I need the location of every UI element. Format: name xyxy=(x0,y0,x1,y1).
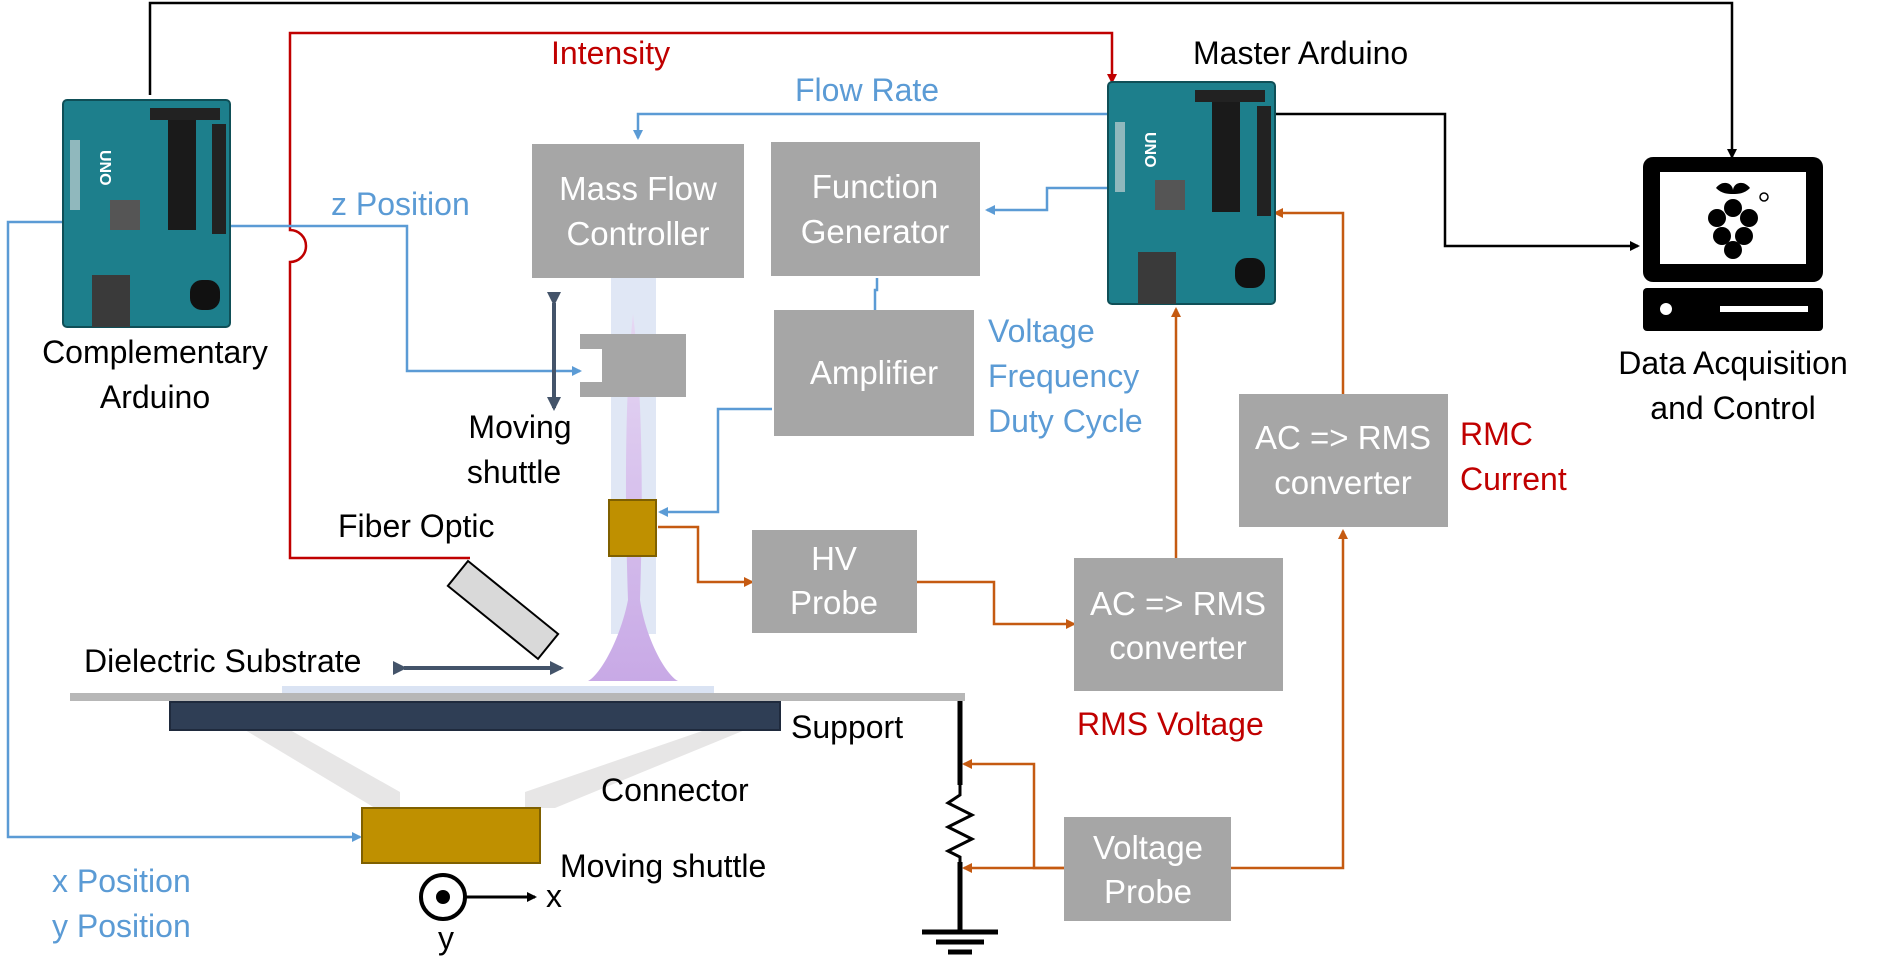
ac-rms-v-line1: AC => RMS xyxy=(1090,585,1266,622)
function-gen-line2: Generator xyxy=(801,213,950,250)
master-arduino-label: Master Arduino xyxy=(1193,35,1408,71)
uno-logo-text-master: UNO xyxy=(1141,132,1158,168)
moving-shuttle-top-label-1: Moving xyxy=(468,409,571,445)
wire-flow-rate xyxy=(633,112,1108,140)
support-bar xyxy=(169,701,781,731)
wire-xy-position xyxy=(6,220,362,842)
mass-flow-controller-box xyxy=(532,144,744,278)
voltage-probe-line1: Voltage xyxy=(1093,829,1203,866)
intensity-label: Intensity xyxy=(551,35,670,71)
raspberry-pi-logo-icon xyxy=(1708,182,1769,259)
function-generator-box xyxy=(771,142,980,276)
amplifier-box xyxy=(774,310,974,436)
mass-flow-line2: Controller xyxy=(566,215,709,252)
ground-icon xyxy=(922,929,998,955)
hv-probe-line2: Probe xyxy=(790,584,878,621)
z-position-label: z Position xyxy=(331,186,470,222)
x-position-label: x Position xyxy=(52,863,191,899)
wire-amp-to-electrode xyxy=(658,407,772,517)
fiber-optic xyxy=(446,559,560,661)
support-label: Support xyxy=(791,709,903,745)
frequency-label: Frequency xyxy=(988,358,1139,394)
ac-rms-i-line2: converter xyxy=(1274,464,1412,501)
wire-electrode-to-hv xyxy=(658,525,754,587)
voltage-label: Voltage xyxy=(988,313,1095,349)
wire-fg-to-amp xyxy=(873,278,879,312)
data-acquisition-label-1: Data Acquisition xyxy=(1618,345,1847,381)
x-axis-label: x xyxy=(546,878,562,914)
plasma-plume xyxy=(588,314,678,681)
voltage-probe-box xyxy=(1064,817,1231,921)
dielectric-substrate-label: Dielectric Substrate xyxy=(84,643,361,679)
rms-voltage-label: RMS Voltage xyxy=(1077,706,1264,742)
wire-acrms-i-to-master xyxy=(1273,208,1345,394)
complementary-arduino-icon: UNO xyxy=(62,99,231,328)
y-axis-label: y xyxy=(438,920,454,956)
hv-electrode xyxy=(608,499,657,557)
wire-vprobe-to-acrms xyxy=(1231,529,1348,870)
wire-z-position xyxy=(228,224,582,376)
wire-master-to-daq xyxy=(1272,112,1640,251)
connector-label: Connector xyxy=(601,772,749,808)
duty-cycle-label: Duty Cycle xyxy=(988,403,1143,439)
ac-rms-v-line2: converter xyxy=(1109,629,1247,666)
rmc-current-label-2: Current xyxy=(1460,461,1567,497)
function-gen-line1: Function xyxy=(812,168,939,205)
uno-logo-text: UNO xyxy=(96,150,113,186)
dielectric-substrate xyxy=(282,686,714,694)
connector-arm-right xyxy=(525,730,745,808)
wire-hv-to-acrms xyxy=(917,580,1076,629)
moving-shuttle-top-label-2: shuttle xyxy=(467,454,561,490)
computer-monitor-icon xyxy=(1643,157,1823,331)
rmc-current-label-1: RMC xyxy=(1460,416,1533,452)
wire-intensity xyxy=(288,31,1117,560)
complementary-arduino-label-1: Complementary xyxy=(42,334,268,370)
lower-moving-shuttle xyxy=(361,807,541,864)
y-axis-out-of-page-icon xyxy=(419,873,467,921)
mass-flow-line1: Mass Flow xyxy=(559,170,717,207)
flow-rate-label: Flow Rate xyxy=(795,72,939,108)
voltage-probe-line2: Probe xyxy=(1104,873,1192,910)
complementary-arduino-label-2: Arduino xyxy=(100,379,210,415)
master-arduino-icon: UNO xyxy=(1107,81,1276,305)
substrate-plate xyxy=(70,693,965,701)
wire-vprobe-tap-top xyxy=(962,759,1064,870)
amplifier-label: Amplifier xyxy=(810,354,938,391)
wire-complementary-to-daq xyxy=(148,1,1737,159)
ac-rms-current-box xyxy=(1239,394,1448,527)
ac-rms-voltage-box xyxy=(1074,558,1283,691)
upper-moving-shuttle xyxy=(580,334,686,397)
fiber-optic-label: Fiber Optic xyxy=(338,508,494,544)
connector-arm-left xyxy=(245,730,400,808)
data-acquisition-label-2: and Control xyxy=(1650,390,1815,426)
moving-shuttle-bottom-label: Moving shuttle xyxy=(560,848,766,884)
y-position-label: y Position xyxy=(52,908,191,944)
hv-probe-line1: HV xyxy=(811,540,857,577)
ac-rms-i-line1: AC => RMS xyxy=(1255,419,1431,456)
hv-probe-box xyxy=(752,530,917,633)
resistor-icon xyxy=(944,785,976,862)
wire-function-gen xyxy=(985,186,1108,215)
